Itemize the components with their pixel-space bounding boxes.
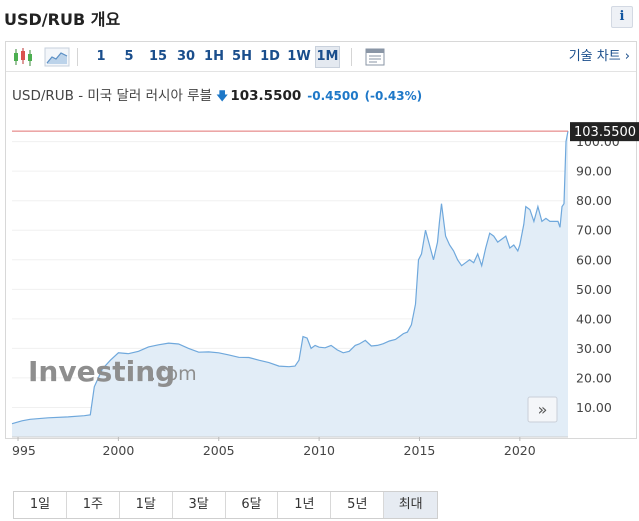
layout-icon[interactable] [362,46,388,68]
range-6-months[interactable]: 6달 [225,492,279,518]
last-value-marker: 103.5500 [570,122,639,142]
chart-toolbar: 1 5 15 30 1H 5H 1D 1W 1M 기술 차트 › [6,42,636,72]
y-tick-label: 40.00 [576,311,612,326]
y-axis: 10.00 20.00 30.00 40.00 50.00 60.00 70.00 80.00… [576,134,620,415]
page-title: USD/RUB 개요 [4,10,121,29]
interval-30[interactable]: 30 [176,49,196,64]
y-tick-label: 50.00 [576,282,612,297]
info-button[interactable]: i [611,6,633,28]
instrument-name: USD/RUB - 미국 달러 러시아 루블 [12,88,213,104]
last-value-label: 103.5500 [574,125,636,140]
y-tick-label: 20.00 [576,370,612,385]
header: USD/RUB 개요 i [0,0,639,36]
y-tick-label: 90.00 [576,164,612,179]
x-tick-label: 995 [12,443,36,458]
candlestick-icon[interactable] [10,46,36,68]
x-tick-label: 2010 [303,443,335,458]
y-tick-label: 70.00 [576,223,612,238]
range-1-month[interactable]: 1달 [119,492,173,518]
x-tick-label: 2005 [203,443,235,458]
interval-1d[interactable]: 1D [260,49,280,64]
y-tick-label: 10.00 [576,400,612,415]
investing-watermark: Investing .com [28,355,197,388]
range-1-day[interactable]: 1일 [14,492,67,518]
last-price: 103.5500 [230,88,302,104]
interval-5h[interactable]: 5H [232,49,252,64]
down-arrow-icon: 🡇 [216,89,229,103]
toolbar-divider [77,48,78,66]
price-line [11,130,569,425]
area-chart-icon[interactable] [44,46,70,68]
price-area [12,131,568,437]
interval-1h[interactable]: 1H [204,49,224,64]
watermark-suffix: .com [150,363,197,385]
range-max[interactable]: 최대 [384,492,438,518]
interval-5[interactable]: 5 [124,49,134,64]
x-tick-label: 2020 [504,443,536,458]
range-1-week[interactable]: 1주 [66,492,120,518]
technical-chart-link[interactable]: 기술 차트 › [568,49,630,64]
toolbar-divider [351,48,352,66]
interval-15[interactable]: 15 [148,49,168,64]
range-3-months[interactable]: 3달 [172,492,226,518]
interval-1w[interactable]: 1W [287,49,311,64]
interval-1[interactable]: 1 [96,49,106,64]
x-tick-label: 2015 [404,443,436,458]
interval-1m[interactable]: 1M [315,46,340,68]
y-tick-label: 60.00 [576,252,612,267]
range-5-years[interactable]: 5년 [331,492,385,518]
range-selector: 1일 1주 1달 3달 6달 1년 5년 최대 [13,491,439,519]
range-1-year[interactable]: 1년 [278,492,332,518]
double-chevron-right-icon: » [538,400,548,419]
x-tick-label: 2000 [102,443,134,458]
scroll-right-button[interactable]: » [527,396,558,423]
x-axis: 995 2000 2005 2010 2015 2020 [12,436,568,458]
watermark-brand: Investing [28,355,175,388]
y-tick-label: 30.00 [576,341,612,356]
price-change: -0.4500 [307,89,359,103]
quote-line: USD/RUB - 미국 달러 러시아 루블 🡇 103.5500 -0.4500 (-… [12,84,422,108]
price-change-percent: (-0.43%) [364,89,423,103]
y-tick-label: 80.00 [576,193,612,208]
